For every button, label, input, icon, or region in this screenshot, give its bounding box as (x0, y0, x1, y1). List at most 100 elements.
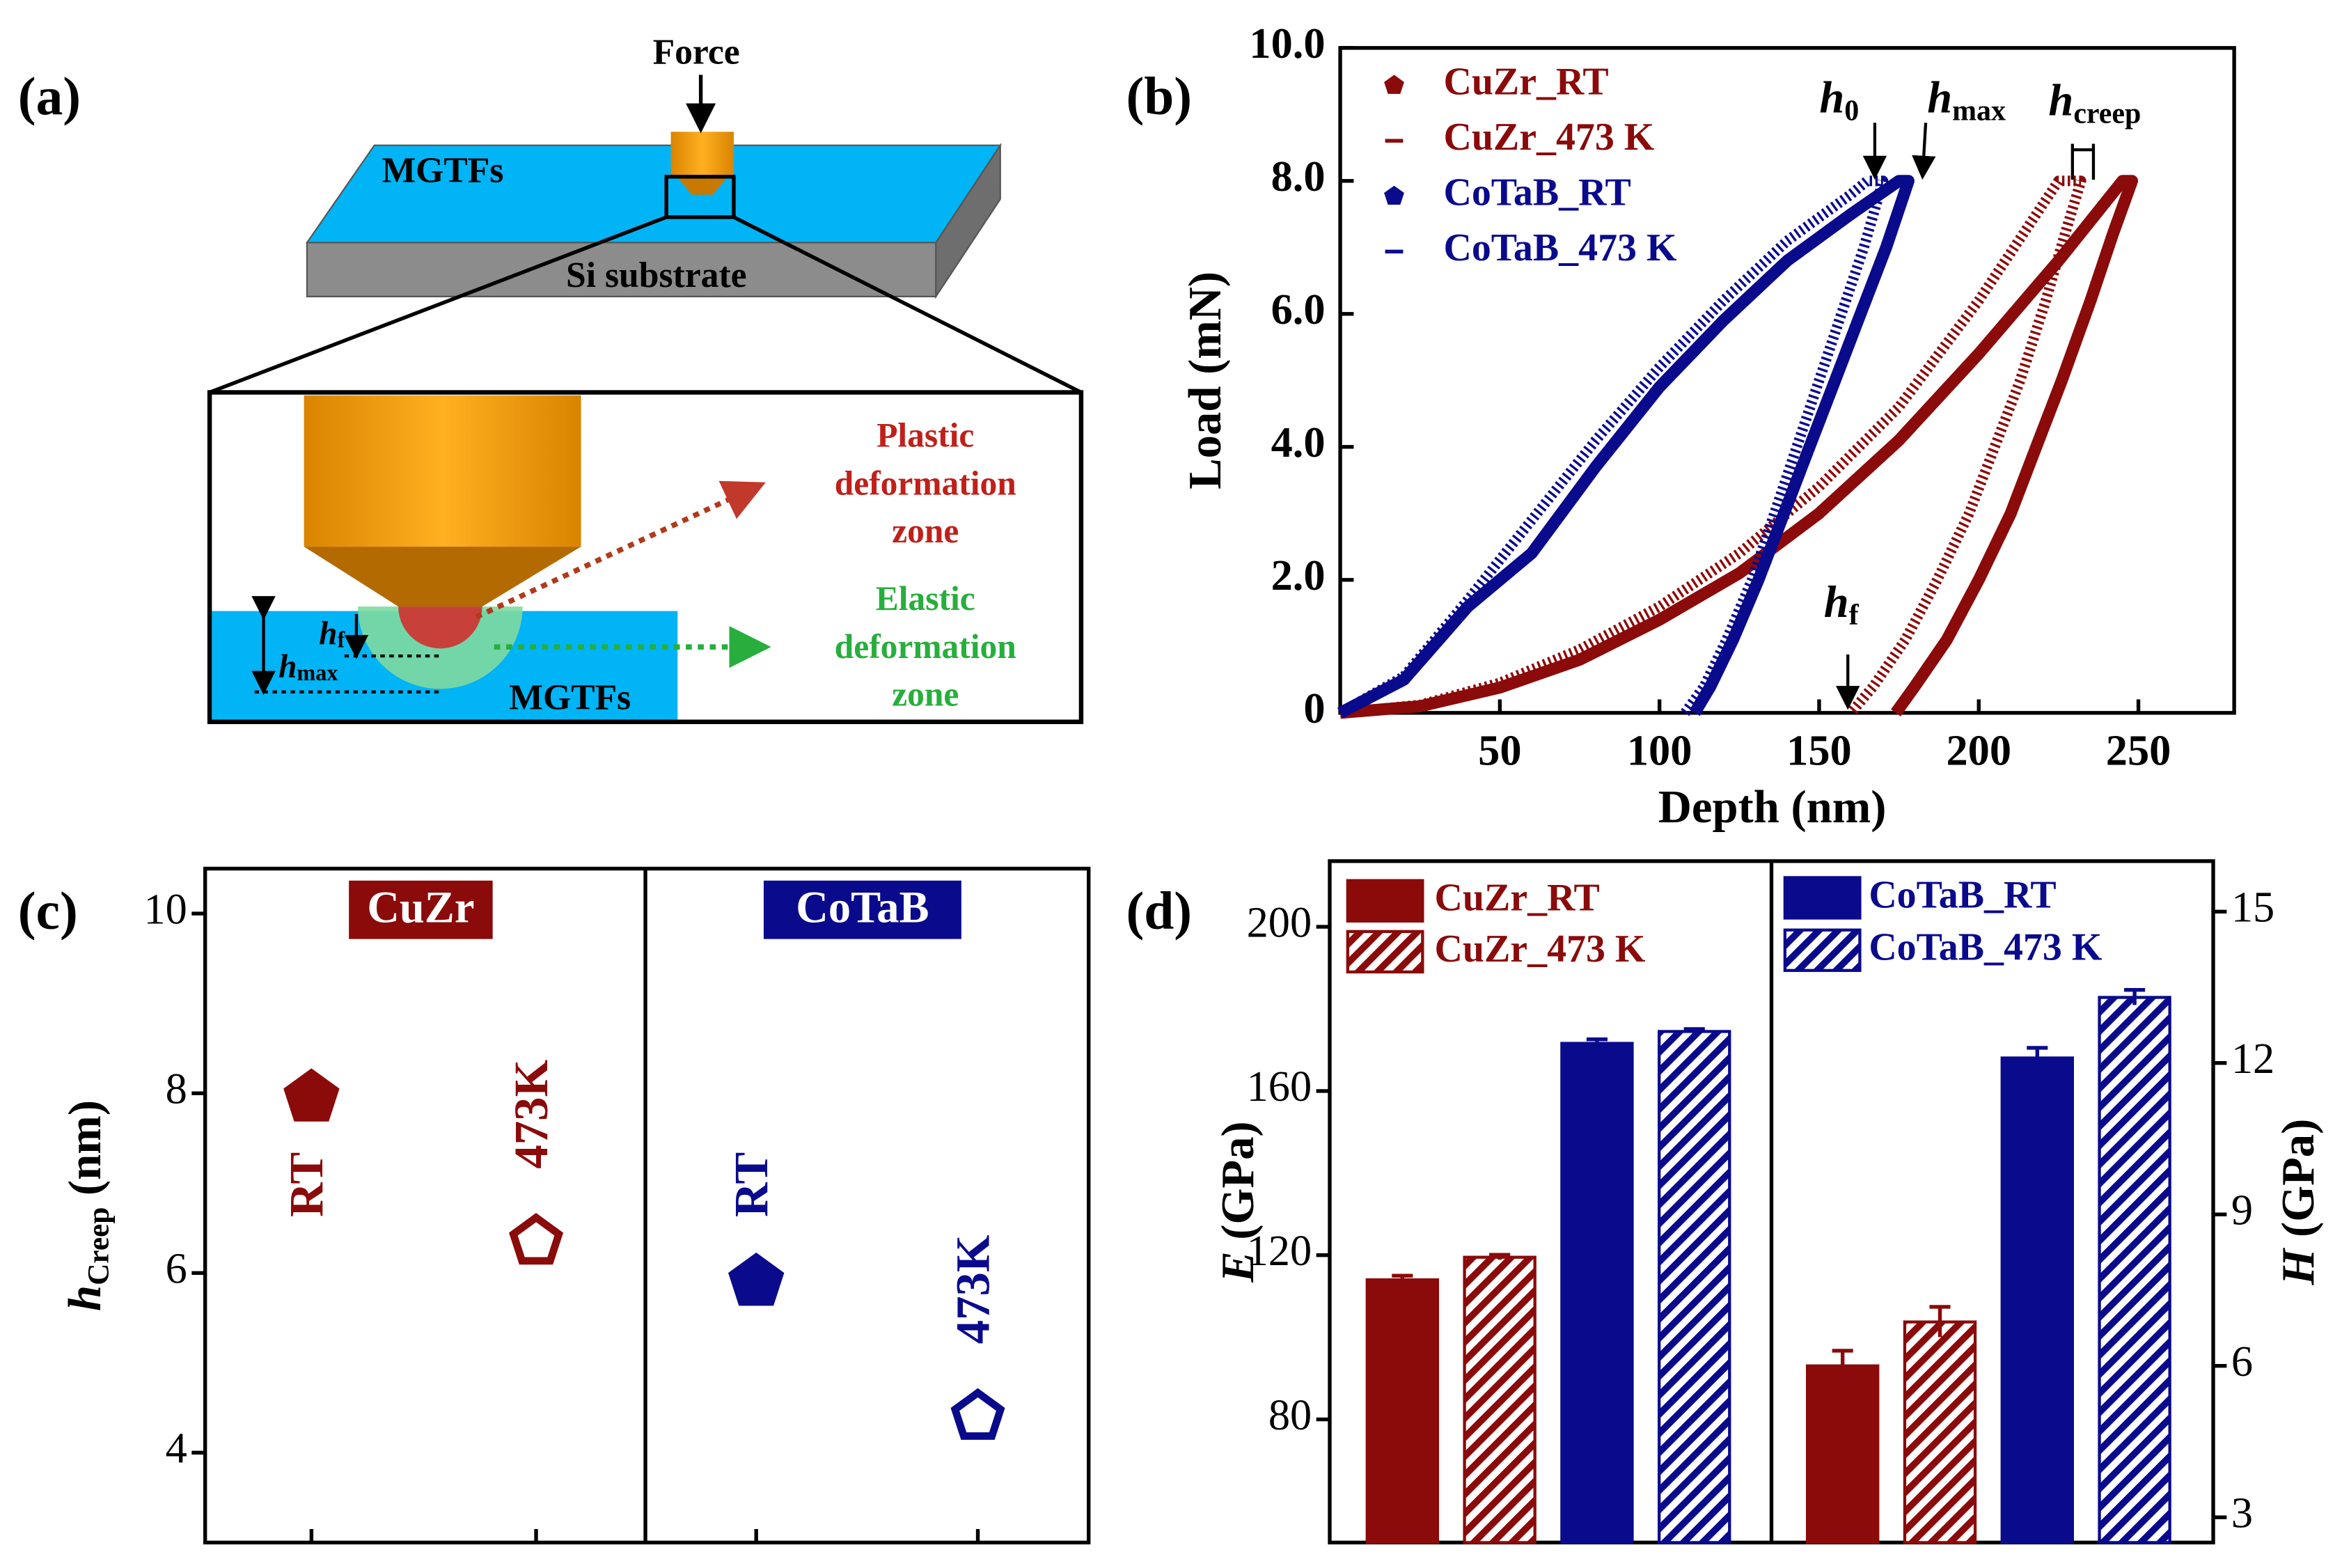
line-series (1339, 175, 2139, 719)
axis-label: E (GPa) (1213, 1121, 1264, 1283)
legend-swatch (1783, 876, 1862, 920)
y2-tick-label: 12 (2231, 1035, 2274, 1083)
y-tick-label: 4 (166, 1425, 187, 1473)
bar (1560, 1042, 1634, 1544)
line-series (1339, 175, 2086, 719)
x-axis-label: Depth (nm) (1658, 782, 1887, 833)
line-series (1337, 175, 1915, 719)
label-sub: max (1952, 95, 2006, 127)
substrate-side (935, 143, 1001, 299)
hmax-label: hmax (278, 648, 338, 685)
point-label: RT (725, 1152, 778, 1217)
zoom-line (732, 215, 1083, 394)
label-unit: (GPa) (2273, 1119, 2324, 1237)
axis-label: hCreep (nm) (60, 1100, 115, 1311)
error-bar (1489, 1253, 1511, 1260)
bar (1463, 1255, 1537, 1544)
legend-marker (1384, 185, 1404, 205)
panel-label: (c) (18, 881, 78, 941)
point (728, 1252, 785, 1306)
label-sub: 0 (1844, 95, 1859, 127)
legend-label: CoTaB_RT (1443, 171, 1630, 214)
hf-sub: f (337, 627, 345, 652)
inset-film-label: MGTFs (509, 677, 631, 717)
x-tick-label: 50 (1478, 726, 1521, 774)
bar (1365, 1278, 1440, 1544)
x-tick-label: 100 (1627, 726, 1692, 774)
bar (2000, 1056, 2074, 1544)
label-symbol: H (2273, 1248, 2324, 1286)
legend-label: CuZr_473 K (1443, 116, 1654, 159)
plastic-label: deformation (835, 464, 1016, 502)
inset-indenter-cone (304, 547, 581, 607)
y-tick-label: 10.0 (1249, 19, 1325, 68)
substrate-label: Si substrate (566, 256, 747, 295)
bar (2098, 996, 2171, 1544)
diagram: Force MGTFs Si substrate Plastic deforma… (207, 32, 1084, 724)
label-unit: (GPa) (1213, 1121, 1264, 1239)
point-label: 473K (505, 1060, 558, 1169)
y-tick-label: 200 (1247, 898, 1312, 946)
axis-label: hcreep (2048, 75, 2141, 130)
film-label: MGTFs (382, 150, 503, 190)
x-tick-label: 200 (1946, 726, 2011, 774)
panel-label: (a) (18, 66, 81, 126)
y2-tick-label: 6 (2231, 1338, 2253, 1386)
x-tick-label: 150 (1786, 726, 1852, 774)
elastic-label: Elastic (876, 579, 975, 618)
legend-label: CuZr_473 K (1435, 927, 1646, 971)
elastic-label: zone (892, 675, 959, 714)
y-tick-label: 10 (144, 885, 187, 933)
y-axis-label: Load (mN) (1180, 272, 1231, 489)
group-label-box (349, 880, 493, 939)
point (950, 1388, 1005, 1440)
y-tick-label: 6 (166, 1245, 187, 1293)
axis-label: h0 (1819, 72, 1859, 127)
group-label: CoTaB (796, 883, 929, 932)
axis-label: hf (1824, 577, 1860, 632)
legend-label: CoTaB_RT (1869, 873, 2056, 916)
y2-tick-label: 15 (2231, 884, 2274, 932)
point-label: 473K (946, 1235, 999, 1344)
plastic-label: zone (892, 512, 959, 550)
error-bar (1832, 1349, 1853, 1381)
annotation-arrow (1912, 123, 1936, 180)
legend-swatch (1346, 879, 1424, 923)
error-bar (1929, 1305, 1951, 1338)
label-symbol: h (60, 1285, 111, 1311)
point (509, 1213, 564, 1265)
label-symbol: E (1213, 1251, 1264, 1283)
y-tick-label: 80 (1268, 1391, 1312, 1439)
point (283, 1068, 340, 1122)
bar (1903, 1320, 1977, 1544)
label-sub: f (1849, 599, 1860, 632)
label-sub: Creep (82, 1207, 116, 1285)
plastic-label: Plastic (877, 416, 974, 455)
legend-marker (1384, 75, 1404, 94)
indenter-tip (677, 176, 728, 195)
label-symbol: h (1927, 72, 1952, 122)
y-tick-label: 8.0 (1271, 152, 1326, 201)
axis-label: H (GPa) (2273, 1119, 2324, 1286)
x-tick-label: 250 (2106, 726, 2171, 774)
line-series (1337, 175, 1889, 718)
force-label: Force (653, 32, 740, 72)
hf-symbol: h (319, 616, 337, 652)
panel-label: (b) (1126, 66, 1192, 126)
error-bar (2124, 987, 2146, 1005)
bar (1805, 1364, 1880, 1544)
point-label: RT (280, 1152, 333, 1217)
y-tick-label: 6.0 (1271, 285, 1326, 334)
label-symbol: h (2048, 75, 2073, 125)
zoom-line (209, 215, 668, 395)
group-label: CuZr (367, 883, 474, 932)
y-tick-label: 0 (1303, 684, 1325, 732)
legend-label: CoTaB_473 K (1443, 226, 1677, 269)
legend-label: CoTaB_473 K (1869, 926, 2103, 969)
label-symbol: h (1824, 577, 1849, 627)
plastic-zone (398, 606, 482, 649)
y-tick-label: 2.0 (1271, 551, 1326, 599)
axis-label: hmax (1927, 72, 2006, 127)
error-bar (1586, 1037, 1608, 1048)
legend-swatch (1783, 928, 1862, 972)
